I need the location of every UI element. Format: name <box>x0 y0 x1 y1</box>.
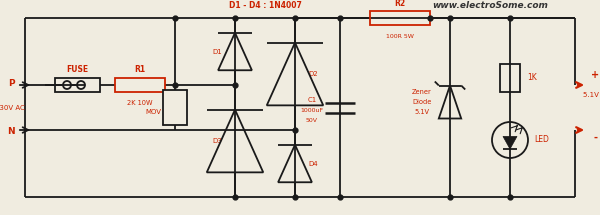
Text: 5.1V DC: 5.1V DC <box>583 92 600 98</box>
Polygon shape <box>503 136 517 149</box>
Text: 1K: 1K <box>527 74 537 83</box>
Bar <box>370 11 430 25</box>
Text: FUSE: FUSE <box>66 64 88 74</box>
Text: R1: R1 <box>134 64 146 74</box>
Bar <box>163 90 187 125</box>
Text: 50V: 50V <box>306 118 318 123</box>
Text: www.electroSome.com: www.electroSome.com <box>432 2 548 11</box>
Text: Zener: Zener <box>412 89 432 95</box>
Text: +: + <box>591 70 599 80</box>
Text: D1: D1 <box>212 49 222 55</box>
Bar <box>500 64 520 92</box>
Text: D1 - D4 : 1N4007: D1 - D4 : 1N4007 <box>229 2 301 11</box>
Text: -: - <box>593 133 597 143</box>
Text: 1000uF: 1000uF <box>301 108 323 112</box>
Text: 5.1V: 5.1V <box>415 109 430 115</box>
Text: Diode: Diode <box>412 100 431 106</box>
Text: N: N <box>7 127 15 137</box>
Text: 230V AC: 230V AC <box>0 105 25 111</box>
Text: D2: D2 <box>308 71 318 77</box>
Text: P: P <box>8 78 14 88</box>
Text: R2: R2 <box>394 0 406 9</box>
Text: MOV: MOV <box>145 109 161 115</box>
Text: D4: D4 <box>308 161 318 167</box>
Text: 100R 5W: 100R 5W <box>386 34 414 38</box>
Text: 2K 10W: 2K 10W <box>127 100 153 106</box>
Text: LED: LED <box>535 135 550 144</box>
Text: C1: C1 <box>307 97 317 103</box>
Bar <box>55 78 100 92</box>
Text: D3: D3 <box>212 138 222 144</box>
Bar <box>115 78 165 92</box>
